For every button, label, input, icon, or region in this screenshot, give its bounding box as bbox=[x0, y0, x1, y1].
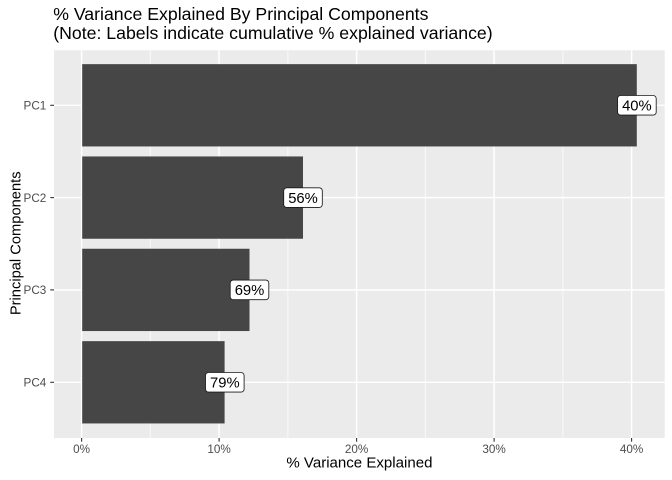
svg-text:20%: 20% bbox=[345, 443, 368, 456]
svg-text:PC2: PC2 bbox=[24, 192, 47, 205]
svg-text:69%: 69% bbox=[235, 283, 265, 299]
svg-text:30%: 30% bbox=[482, 443, 505, 456]
svg-text:% Variance Explained By Princi: % Variance Explained By Principal Compon… bbox=[53, 4, 428, 24]
svg-text:10%: 10% bbox=[207, 443, 230, 456]
svg-text:40%: 40% bbox=[622, 99, 652, 115]
svg-text:(Note: Labels indicate cumulat: (Note: Labels indicate cumulative % expl… bbox=[53, 23, 492, 43]
svg-text:PC3: PC3 bbox=[24, 284, 47, 297]
svg-text:79%: 79% bbox=[210, 376, 240, 392]
svg-text:PC1: PC1 bbox=[24, 100, 47, 113]
svg-text:56%: 56% bbox=[288, 191, 318, 207]
svg-text:40%: 40% bbox=[620, 443, 643, 456]
svg-text:Principal Components: Principal Components bbox=[8, 171, 24, 315]
svg-text:0%: 0% bbox=[73, 443, 90, 456]
svg-text:PC4: PC4 bbox=[24, 377, 47, 390]
svg-text:% Variance Explained: % Variance Explained bbox=[286, 454, 432, 471]
